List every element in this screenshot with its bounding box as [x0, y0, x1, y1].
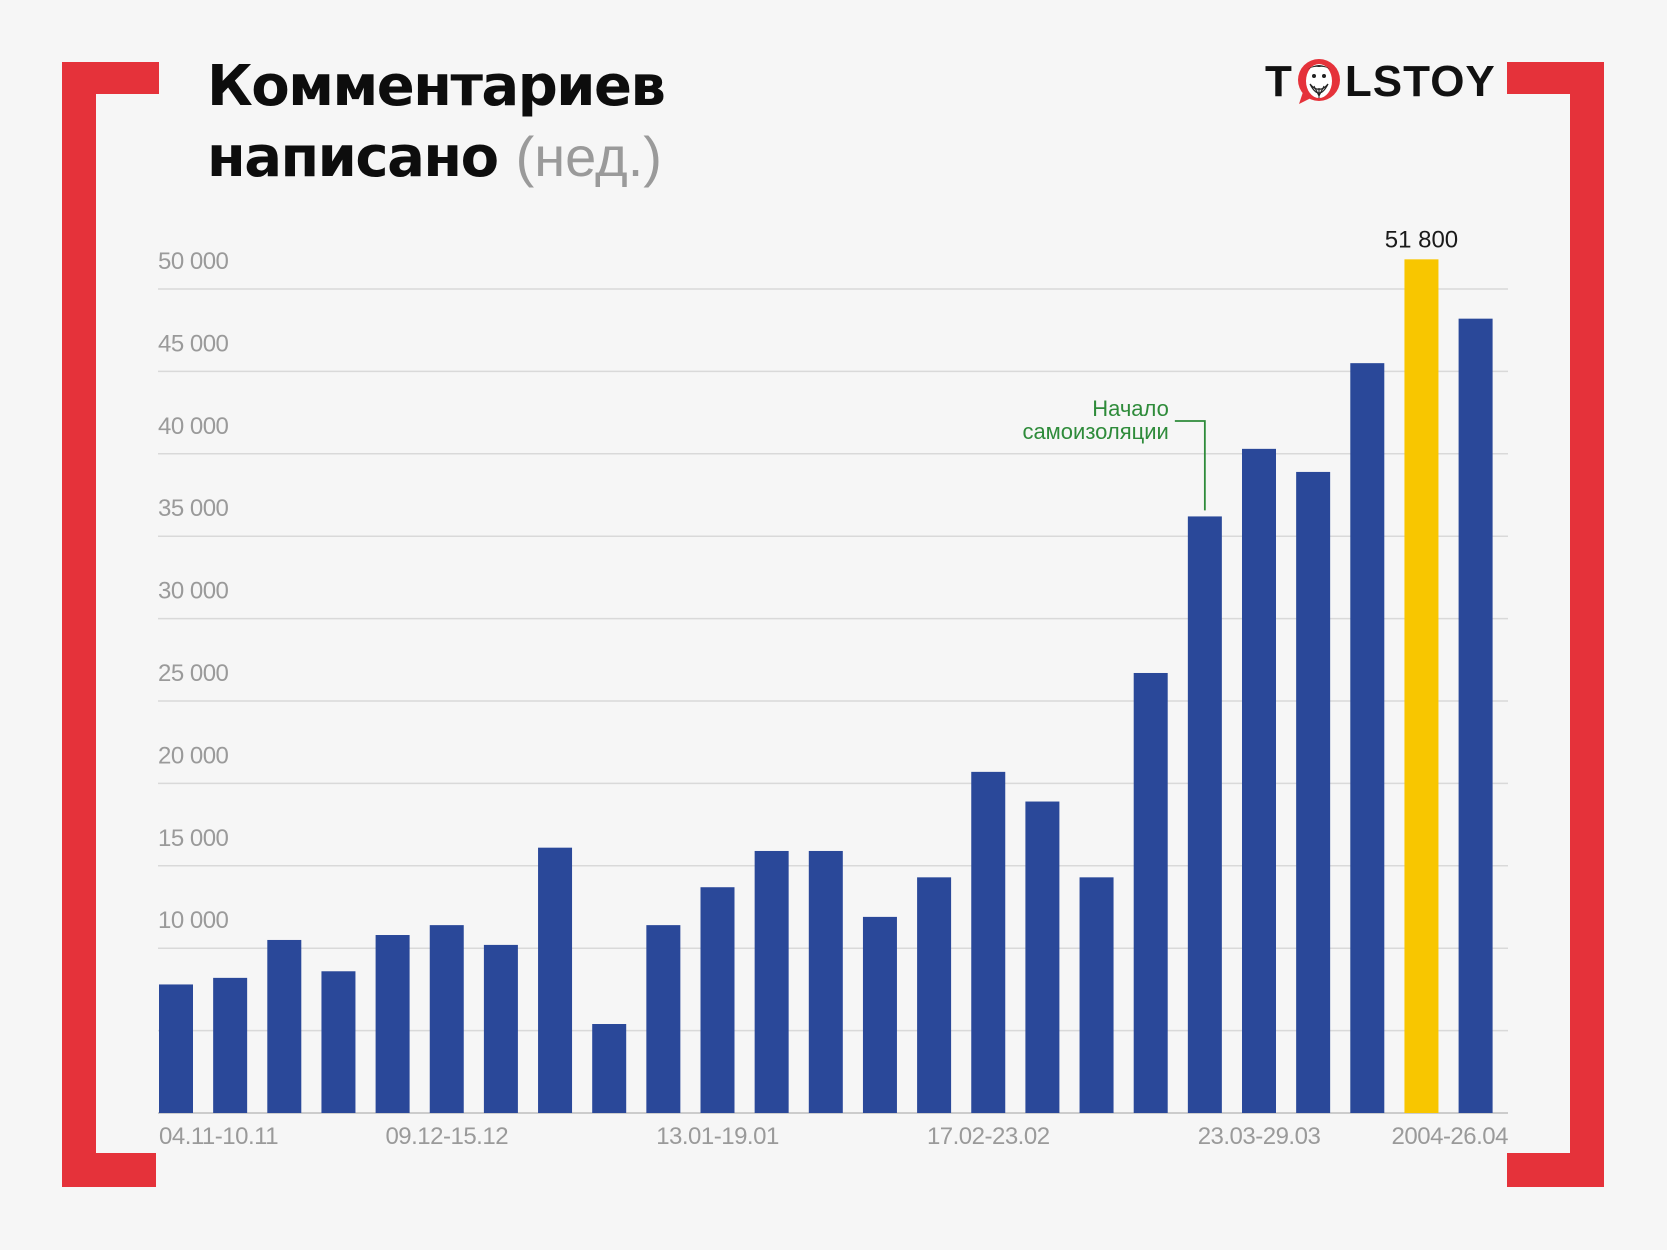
bar — [1350, 363, 1385, 1113]
bar — [1187, 516, 1222, 1113]
y-tick-label: 15 000 — [158, 825, 229, 852]
y-tick-label: 35 000 — [158, 495, 229, 522]
bar-highlight — [1404, 259, 1439, 1113]
logo-text-right: LSTOY — [1344, 57, 1496, 106]
bracket-right-top — [1507, 62, 1604, 94]
x-tick-label: 04.11-10.11 — [159, 1123, 278, 1150]
y-tick-label: 25 000 — [158, 660, 229, 687]
y-tick-label: 45 000 — [158, 330, 229, 357]
bracket-left-bar — [62, 62, 96, 1187]
x-tick-label: 09.12-15.12 — [385, 1123, 508, 1150]
x-tick-label: 23.03-29.03 — [1198, 1123, 1321, 1150]
bracket-right-bottom — [1507, 1153, 1604, 1187]
bar — [267, 939, 302, 1113]
bar — [1079, 877, 1114, 1113]
bar — [862, 916, 897, 1113]
bar — [375, 935, 410, 1113]
title-line-2: написано — [207, 125, 499, 190]
bar — [429, 925, 464, 1113]
x-tick-label: 17.02-23.02 — [927, 1123, 1050, 1150]
y-tick-label: 50 000 — [158, 248, 229, 275]
bar — [808, 850, 843, 1113]
y-tick-label: 10 000 — [158, 907, 229, 934]
bracket-left-bottom — [62, 1153, 156, 1187]
bar — [1458, 318, 1493, 1113]
annotation-text: самоизоляции — [1022, 419, 1168, 444]
logo: T LSTOY — [1265, 52, 1496, 112]
x-tick-label: 13.01-19.01 — [656, 1123, 779, 1150]
y-tick-label: 40 000 — [158, 413, 229, 440]
bar — [1296, 471, 1331, 1114]
bar — [700, 887, 735, 1113]
bar — [1242, 448, 1276, 1114]
y-tick-label: 20 000 — [158, 742, 229, 769]
bracket-left-top — [62, 62, 159, 94]
bar — [538, 847, 573, 1113]
bracket-right-bar — [1570, 62, 1604, 1187]
bar — [159, 984, 193, 1113]
data-label: 51 800 — [1385, 226, 1458, 253]
bar — [917, 877, 952, 1113]
bar — [1025, 801, 1060, 1113]
title-line-1: Комментариев — [207, 54, 666, 119]
bar — [321, 971, 356, 1113]
bar — [592, 1024, 627, 1113]
bar — [971, 771, 1006, 1113]
y-tick-label: 30 000 — [158, 578, 229, 605]
chart-title: Комментариев написано (нед.) — [207, 52, 666, 193]
x-tick-label: 2004-26.04 — [1392, 1123, 1509, 1150]
bar — [1133, 672, 1168, 1113]
tolstoy-face-icon — [1295, 56, 1343, 108]
title-unit: (нед.) — [515, 125, 662, 188]
annotation-text: Начало — [1092, 396, 1169, 421]
bar — [754, 850, 789, 1113]
logo-text-left: T — [1265, 57, 1293, 106]
bar — [213, 977, 248, 1113]
bar — [646, 925, 681, 1113]
annotation-leader-line — [1174, 420, 1206, 511]
bar — [483, 944, 518, 1113]
